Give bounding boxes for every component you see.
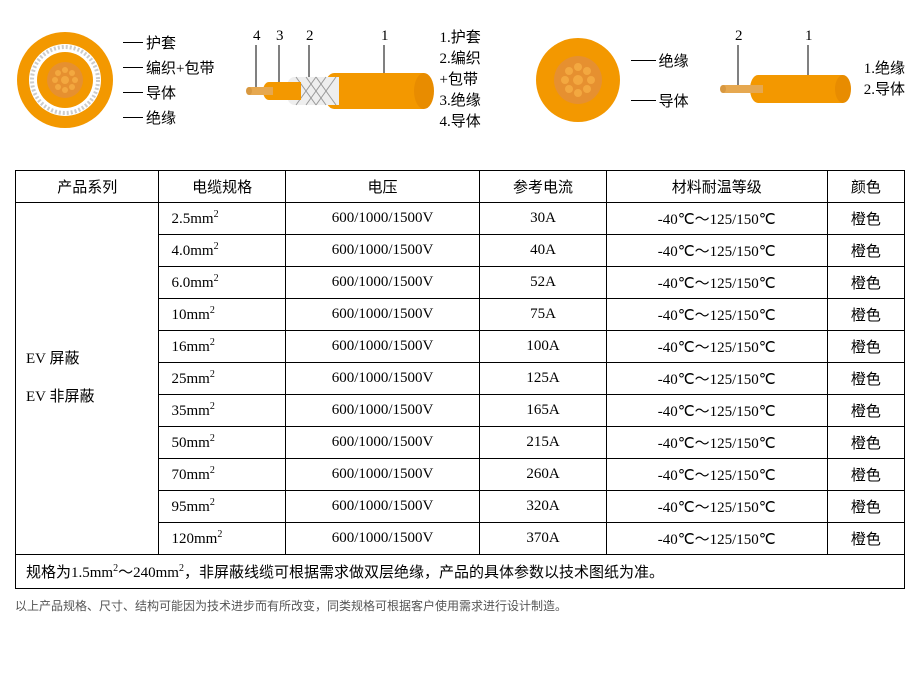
cell-temp: -40℃～125/150℃ [606,267,827,299]
th-spec: 电缆规格 [159,171,285,203]
cell-spec: 25mm2 [159,363,285,395]
cell-spec: 95mm2 [159,491,285,523]
cell-temp: -40℃～125/150℃ [606,427,827,459]
cross-labels-unshielded: 绝缘 导体 [631,50,689,111]
cross-section-unshielded [533,35,623,125]
cell-voltage: 600/1000/1500V [285,331,480,363]
cell-color: 橙色 [827,395,904,427]
label: 绝缘 [146,107,176,128]
label: 编织+包带 [146,57,214,78]
th-current: 参考电流 [480,171,606,203]
cell-voltage: 600/1000/1500V [285,395,480,427]
cell-voltage: 600/1000/1500V [285,299,480,331]
tag: 1 [381,28,389,44]
cell-temp: -40℃～125/150℃ [606,459,827,491]
legend-unshielded: 1.绝缘 2.导体 [864,59,905,101]
label: 导体 [146,82,176,103]
cell-voltage: 600/1000/1500V [285,523,480,555]
cell-voltage: 600/1000/1500V [285,267,480,299]
cutaway-shielded: 4 3 2 1 1.护套 2.编织+包带 3.绝缘 4.导体 [244,15,504,145]
cell-color: 橙色 [827,203,904,235]
cell-current: 165A [480,395,606,427]
label: 护套 [146,32,176,53]
cell-current: 320A [480,491,606,523]
series-cell: EV 屏蔽EV 非屏蔽 [16,203,159,555]
legend-item: 3.绝缘 [440,91,504,112]
cell-color: 橙色 [827,331,904,363]
cell-temp: -40℃～125/150℃ [606,491,827,523]
th-series: 产品系列 [16,171,159,203]
cross-section-shielded [15,30,115,130]
tag: 2 [735,28,743,44]
cell-color: 橙色 [827,491,904,523]
cell-voltage: 600/1000/1500V [285,363,480,395]
cell-current: 215A [480,427,606,459]
cell-spec: 70mm2 [159,459,285,491]
footnote: 以上产品规格、尺寸、结构可能因为技术进步而有所改变，同类规格可根据客户使用需求进… [15,597,905,614]
cell-spec: 4.0mm2 [159,235,285,267]
cell-voltage: 600/1000/1500V [285,491,480,523]
diagrams-row: 护套 编织+包带 导体 绝缘 4 3 2 1 1.护套 [15,15,905,145]
cell-spec: 6.0mm2 [159,267,285,299]
cell-spec: 35mm2 [159,395,285,427]
cell-color: 橙色 [827,523,904,555]
cell-color: 橙色 [827,459,904,491]
cell-current: 75A [480,299,606,331]
tag: 3 [276,28,284,44]
cell-current: 40A [480,235,606,267]
cell-voltage: 600/1000/1500V [285,235,480,267]
cell-color: 橙色 [827,299,904,331]
cell-voltage: 600/1000/1500V [285,203,480,235]
table-note: 规格为1.5mm2～240mm2，非屏蔽线缆可根据需求做双层绝缘，产品的具体参数… [16,555,905,589]
cell-spec: 2.5mm2 [159,203,285,235]
cell-voltage: 600/1000/1500V [285,427,480,459]
th-color: 颜色 [827,171,904,203]
cell-spec: 50mm2 [159,427,285,459]
cell-spec: 120mm2 [159,523,285,555]
cable-cutaway2-svg: 2 1 [718,25,848,135]
cell-current: 30A [480,203,606,235]
cutaway-unshielded: 2 1 1.绝缘 2.导体 [718,15,905,145]
spec-table: 产品系列 电缆规格 电压 参考电流 材料耐温等级 颜色 EV 屏蔽EV 非屏蔽2… [15,170,905,589]
th-temp: 材料耐温等级 [606,171,827,203]
cell-color: 橙色 [827,235,904,267]
legend-shielded: 1.护套 2.编织+包带 3.绝缘 4.导体 [440,28,504,133]
legend-item: 1.绝缘 [864,59,905,80]
cell-color: 橙色 [827,427,904,459]
cell-temp: -40℃～125/150℃ [606,523,827,555]
cell-current: 370A [480,523,606,555]
cell-temp: -40℃～125/150℃ [606,331,827,363]
diagram-shielded: 护套 编织+包带 导体 绝缘 [15,15,214,145]
label: 导体 [659,90,689,111]
cell-temp: -40℃～125/150℃ [606,299,827,331]
cell-temp: -40℃～125/150℃ [606,235,827,267]
cell-temp: -40℃～125/150℃ [606,395,827,427]
cell-current: 52A [480,267,606,299]
tag: 1 [805,28,813,44]
legend-item: 2.编织+包带 [440,49,504,91]
legend-item: 1.护套 [440,28,504,49]
cell-temp: -40℃～125/150℃ [606,363,827,395]
legend-item: 4.导体 [440,112,504,133]
th-voltage: 电压 [285,171,480,203]
cell-color: 橙色 [827,363,904,395]
legend-item: 2.导体 [864,80,905,101]
tag: 4 [253,28,261,44]
cell-temp: -40℃～125/150℃ [606,203,827,235]
cell-spec: 16mm2 [159,331,285,363]
cell-color: 橙色 [827,267,904,299]
table-row: EV 屏蔽EV 非屏蔽2.5mm2600/1000/1500V30A-40℃～1… [16,203,905,235]
tag: 2 [306,28,314,44]
cell-spec: 10mm2 [159,299,285,331]
cell-current: 125A [480,363,606,395]
cell-voltage: 600/1000/1500V [285,459,480,491]
label: 绝缘 [659,50,689,71]
cell-current: 100A [480,331,606,363]
diagram-unshielded: 绝缘 导体 [533,15,689,145]
cable-cutaway-svg: 4 3 2 1 [244,25,424,135]
cross-labels-shielded: 护套 编织+包带 导体 绝缘 [123,32,214,128]
cell-current: 260A [480,459,606,491]
